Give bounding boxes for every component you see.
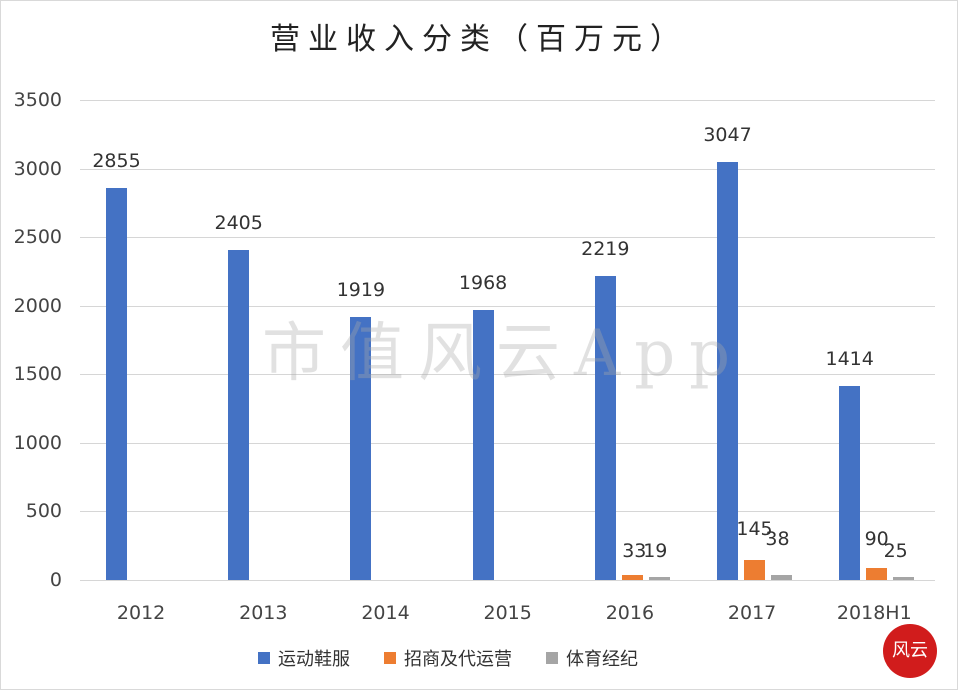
data-label: 2405 [214, 212, 263, 235]
bar [648, 577, 670, 580]
bar [839, 386, 861, 580]
watermark: 市值风云App [262, 317, 745, 391]
bar [621, 575, 643, 580]
y-tick-label: 2000 [13, 294, 62, 317]
data-label: 1414 [825, 348, 874, 371]
gridline [80, 168, 935, 170]
x-tick-label: 2014 [361, 602, 410, 624]
gridline [80, 374, 935, 376]
x-tick-label: 2013 [239, 602, 288, 624]
legend-label: 招商及代运营 [404, 649, 512, 670]
y-tick-label: 500 [25, 500, 62, 523]
gridline [80, 442, 935, 444]
data-label: 1919 [336, 278, 386, 301]
x-tick-label: 2018H1 [836, 602, 912, 624]
data-label: 3047 [703, 124, 752, 147]
bar [594, 275, 616, 580]
data-label: 33 [622, 540, 647, 562]
legend-item-sports-agency: 体育经纪 [546, 645, 638, 671]
bar [771, 574, 792, 580]
data-label: 25 [883, 540, 908, 562]
y-tick-label: 3000 [13, 157, 62, 180]
legend: 运动鞋服 招商及代运营 体育经纪 [258, 645, 638, 671]
bar [472, 310, 494, 580]
bar [744, 560, 765, 580]
logo-stamp: 风云 [883, 624, 937, 678]
bar [866, 567, 888, 580]
gridline [80, 305, 935, 307]
data-label: 19 [643, 540, 668, 562]
y-tick-label: 3500 [13, 89, 62, 111]
gridline [80, 580, 935, 581]
gridline [80, 237, 935, 239]
data-label: 1968 [458, 272, 508, 295]
data-label: 2855 [92, 150, 141, 173]
x-tick-label: 2017 [727, 602, 777, 624]
x-tick-label: 2015 [483, 602, 532, 624]
y-tick-label: 2500 [13, 226, 62, 249]
y-tick-label: 0 [49, 569, 62, 591]
gridline [80, 100, 935, 101]
bar [350, 316, 372, 580]
bar [893, 576, 915, 580]
x-tick-label: 2016 [605, 602, 655, 624]
bar [106, 188, 127, 580]
data-label: 38 [765, 528, 790, 550]
y-tick-label: 1000 [13, 431, 62, 454]
bar [228, 250, 250, 580]
y-tick-label: 1500 [13, 363, 62, 386]
x-tick-label: 2012 [116, 602, 166, 624]
legend-item-investment-operation: 招商及代运营 [384, 645, 512, 671]
legend-label: 体育经纪 [566, 649, 638, 670]
legend-label: 运动鞋服 [278, 649, 350, 670]
legend-item-sportswear: 运动鞋服 [258, 645, 350, 671]
legend-swatch-orange [384, 652, 396, 664]
bar [717, 162, 738, 580]
legend-swatch-blue [258, 652, 270, 664]
data-label: 2219 [581, 237, 630, 260]
legend-swatch-gray [546, 652, 558, 664]
chart-title: 营业收入分类（百万元） [270, 22, 688, 57]
gridline [80, 511, 935, 513]
data-label: 145 [736, 518, 773, 540]
data-label: 90 [864, 528, 889, 550]
